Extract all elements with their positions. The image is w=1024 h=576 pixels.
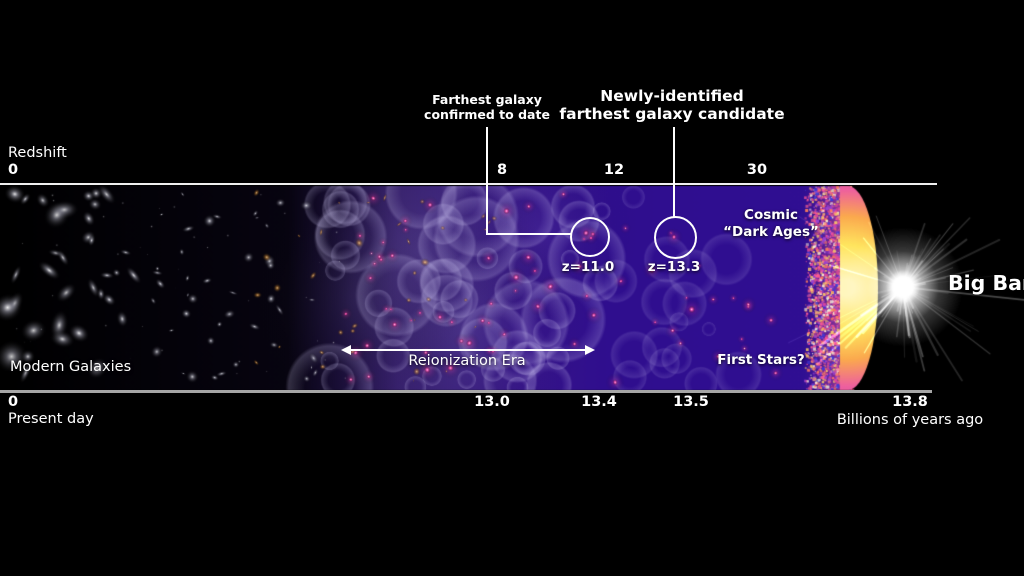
first-stars-label: First Stars? xyxy=(717,352,805,368)
farthest-galaxy-connector-vertical xyxy=(486,127,488,234)
farthest-galaxy-connector-horizontal xyxy=(486,233,571,235)
z13-galaxy-circle xyxy=(654,216,697,259)
z11-redshift-label: z=11.0 xyxy=(561,259,615,275)
redshift-tick-12: 12 xyxy=(603,162,625,178)
reionization-era-arrow xyxy=(350,349,586,351)
farthest-galaxy-callout-line1: Farthest galaxy xyxy=(432,92,542,107)
newly-identified-connector-vertical xyxy=(673,127,675,217)
reionization-era-label: Reionization Era xyxy=(408,353,526,369)
time-tick-13-0: 13.0 xyxy=(474,394,510,410)
farthest-galaxy-callout: Farthest galaxy confirmed to date xyxy=(377,92,597,122)
cosmic-dark-ages-line1: Cosmic xyxy=(744,207,798,223)
reionization-arrowhead-left-icon xyxy=(341,345,351,355)
modern-galaxies-label: Modern Galaxies xyxy=(10,359,132,375)
cosmic-dark-ages-line2: “Dark Ages” xyxy=(723,224,819,240)
newly-identified-callout-line1: Newly-identified xyxy=(600,87,744,105)
big-bang-label: Big Bang xyxy=(948,271,1024,295)
time-tick-13-8: 13.8 xyxy=(892,394,928,410)
z13-redshift-label: z=13.3 xyxy=(647,259,701,275)
redshift-axis-line xyxy=(0,183,937,185)
time-origin: 0 xyxy=(8,394,19,410)
cosmic-dark-ages-label: Cosmic “Dark Ages” xyxy=(723,207,819,241)
time-axis-unit-label: Billions of years ago xyxy=(836,412,984,428)
reionization-arrowhead-right-icon xyxy=(585,345,595,355)
time-tick-13-4: 13.4 xyxy=(581,394,617,410)
newly-identified-callout: Newly-identified farthest galaxy candida… xyxy=(532,87,812,123)
time-axis-line xyxy=(0,390,932,393)
time-tick-13-5: 13.5 xyxy=(673,394,709,410)
redshift-tick-30: 30 xyxy=(746,162,768,178)
farthest-galaxy-callout-line2: confirmed to date xyxy=(424,107,550,122)
newly-identified-callout-line2: farthest galaxy candidate xyxy=(559,105,785,123)
redshift-origin: 0 xyxy=(8,162,19,178)
z11-galaxy-circle xyxy=(570,217,610,257)
redshift-axis-title: Redshift xyxy=(8,145,67,161)
present-day-label: Present day xyxy=(8,411,94,427)
redshift-tick-8: 8 xyxy=(496,162,508,178)
